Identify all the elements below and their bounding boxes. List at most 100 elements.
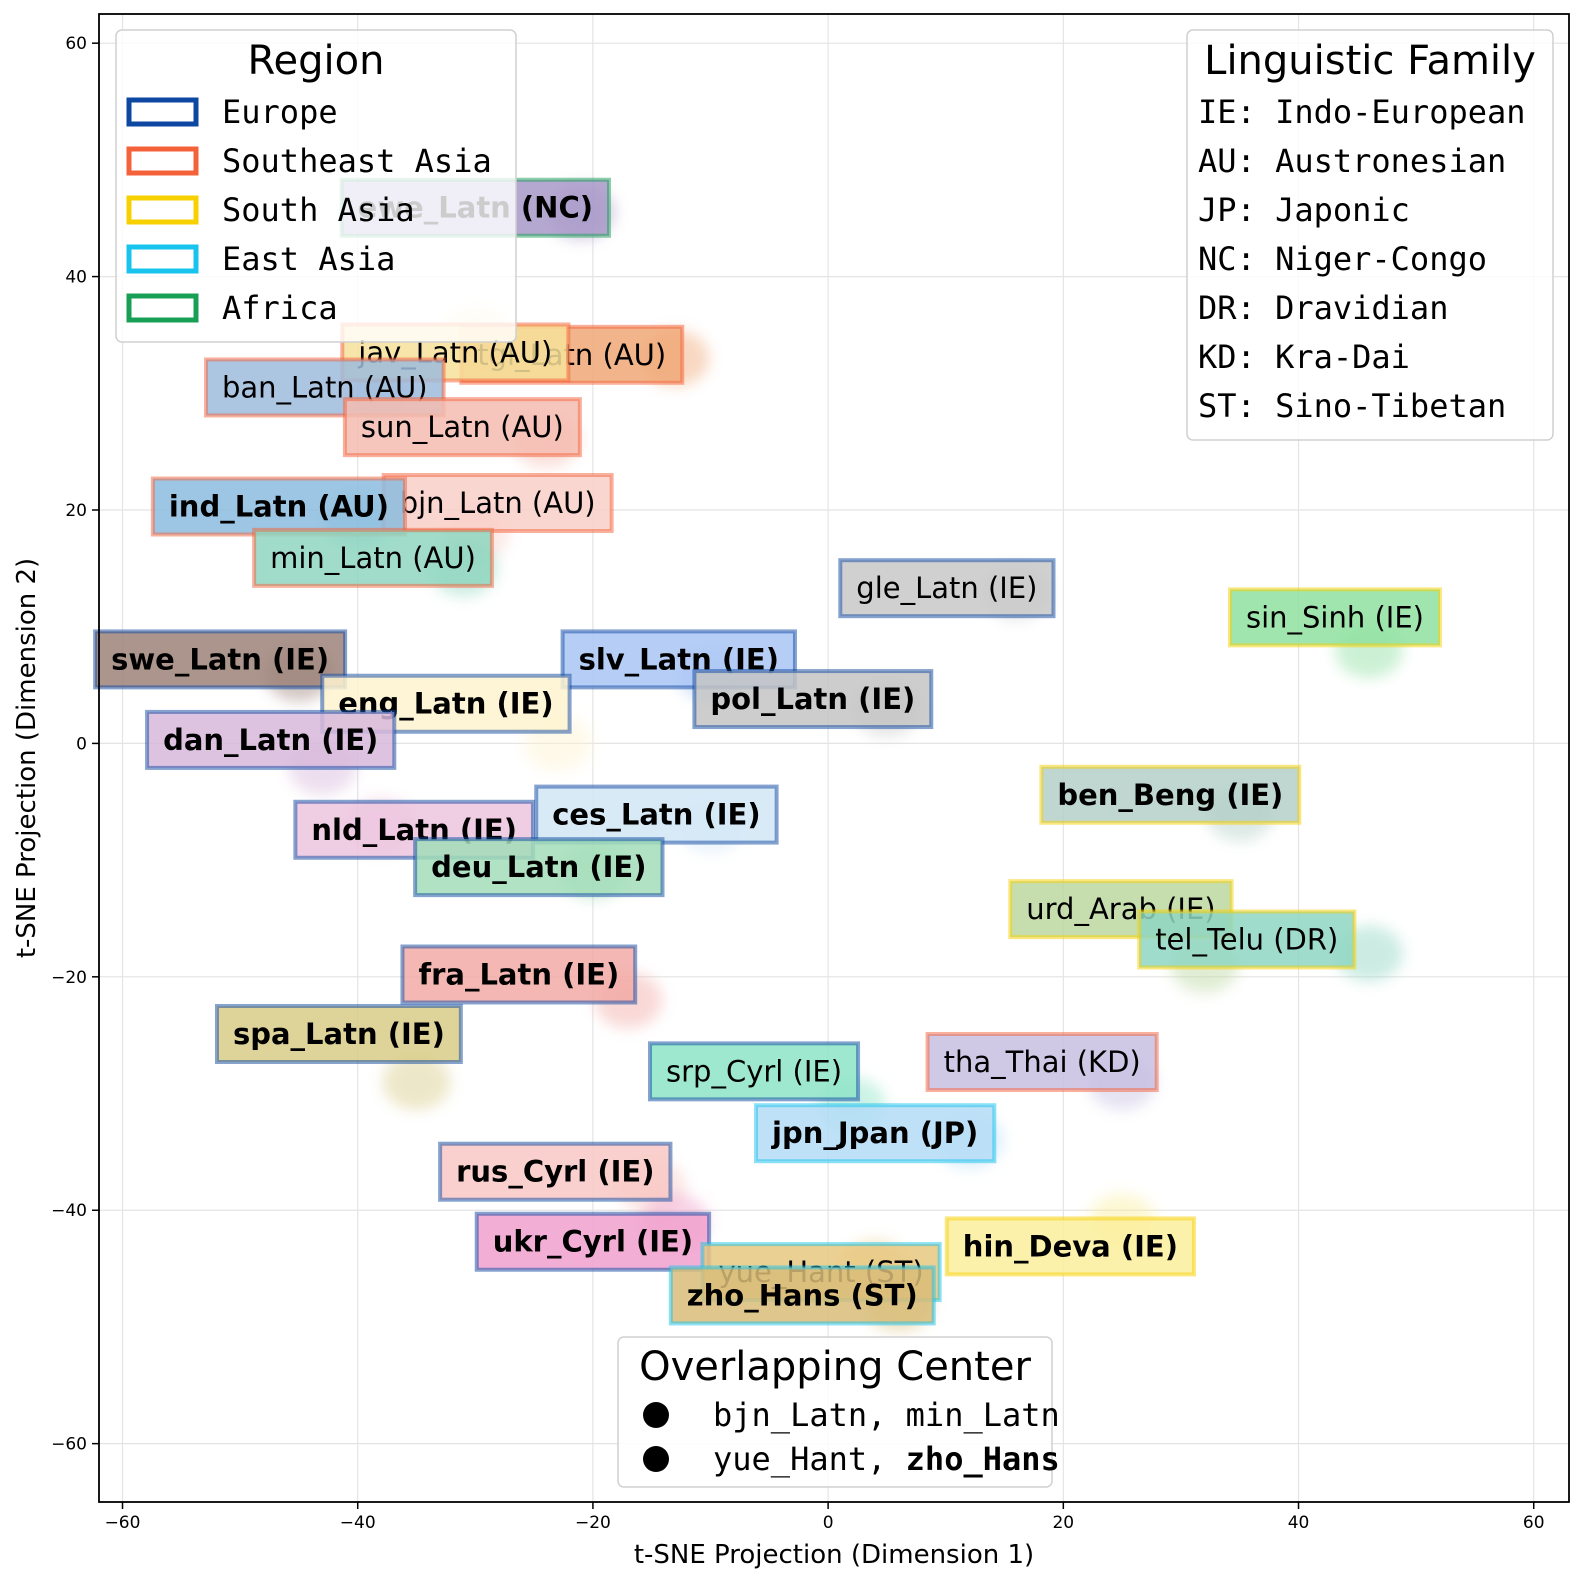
y-tick-label: −40 [51, 1201, 87, 1221]
region-legend-label: Southeast Asia [222, 142, 492, 180]
family-legend-frame [1186, 29, 1554, 441]
region-legend-swatch [126, 97, 199, 127]
language-label-box [381, 472, 614, 533]
language-label: slv_Latn (IE) [560, 629, 797, 690]
family-legend-entry: NC: Niger-Congo [1198, 240, 1487, 278]
language-label-box [252, 527, 494, 588]
language-label-text: ind_Latn (AU) [169, 489, 389, 523]
overlap-second-language: min_Latn [906, 1396, 1060, 1434]
language-label: bjn_Latn (AU) [381, 472, 614, 533]
language-label-text: ben_Beng (IE) [1057, 778, 1283, 812]
language-label-text: hin_Deva (IE) [963, 1229, 1178, 1263]
language-label-box [692, 669, 934, 730]
y-axis-label: t-SNE Projection (Dimension 2) [12, 558, 42, 958]
language-label-box [668, 1265, 936, 1326]
language-label-text: jpn_Jpan (JP) [771, 1116, 978, 1150]
language-label-box [925, 1032, 1159, 1093]
region-legend-swatch [126, 146, 199, 176]
language-label-text: bjn_Latn (AU) [400, 486, 596, 520]
language-label-text: pol_Latn (IE) [710, 682, 915, 716]
overlap-first-language: bjn_Latn, [713, 1396, 906, 1434]
language-label-box [342, 397, 582, 458]
overlap-legend-frame [617, 1336, 1053, 1488]
language-label: ces_Latn (IE) [534, 784, 779, 845]
region-legend-label: Africa [222, 289, 338, 327]
language-label: min_Latn (AU) [252, 527, 494, 588]
language-label-text: sun_Latn (AU) [361, 410, 564, 444]
y-tick-label: −60 [51, 1435, 87, 1455]
language-label-box [838, 558, 1056, 619]
language-label: hin_Deva (IE) [944, 1216, 1196, 1277]
language-label: jpn_Jpan (JP) [754, 1103, 997, 1164]
language-label-text: fra_Latn (IE) [418, 957, 619, 991]
language-label-text: spa_Latn (IE) [233, 1017, 445, 1051]
language-label-text: dan_Latn (IE) [163, 723, 378, 757]
language-label: ukr_Cyrl (IE) [474, 1211, 712, 1272]
region-legend-frame [115, 29, 517, 343]
region-legend-label: East Asia [222, 240, 395, 278]
region-legend-label: South Asia [222, 191, 415, 229]
language-label: ind_Latn (AU) [150, 476, 407, 537]
language-label-text: rus_Cyrl (IE) [456, 1155, 654, 1189]
language-label-text: ukr_Cyrl (IE) [493, 1225, 693, 1259]
y-tick-label: 0 [76, 734, 87, 754]
language-label: sun_Latn (AU) [342, 397, 582, 458]
overlap-legend-entry: yue_Hant, zho_Hans [713, 1440, 1060, 1478]
family-legend-entry: ST: Sino-Tibetan [1198, 387, 1506, 425]
region-legend-title: Region [248, 38, 385, 84]
language-label-text: sin_Sinh (IE) [1246, 600, 1424, 634]
language-label-text: deu_Latn (IE) [431, 850, 646, 884]
language-label-text: swe_Latn (IE) [111, 642, 329, 676]
language-label: swe_Latn (IE) [93, 629, 348, 690]
family-legend-entry: JP: Japonic [1198, 191, 1410, 229]
language-label: zho_Hans (ST) [668, 1265, 936, 1326]
language-label: srp_Cyrl (IE) [648, 1041, 861, 1102]
region-legend-swatch [126, 293, 199, 323]
family-legend-title: Linguistic Family [1204, 38, 1536, 84]
x-tick-label: 0 [823, 1513, 834, 1533]
overlap-legend-title: Overlapping Center [639, 1344, 1031, 1390]
language-label: tel_Telu (DR) [1137, 909, 1357, 970]
x-tick-label: 40 [1288, 1513, 1310, 1533]
family-legend: Linguistic Family IE: Indo-European AU: A… [1186, 29, 1554, 441]
language-label-text: tha_Thai (KD) [944, 1045, 1141, 1079]
language-label-text: zho_Hans (ST) [687, 1278, 918, 1312]
language-label-text: ces_Latn (IE) [552, 798, 760, 832]
overlap-first-language: yue_Hant, [713, 1440, 906, 1478]
language-label-box [400, 944, 638, 1005]
language-label: tha_Thai (KD) [925, 1032, 1159, 1093]
language-label-box [1227, 587, 1442, 648]
axis-ticks: −60 −40 −20 0 20 40 60 −60 −40 −20 0 20 40 60 [51, 34, 1544, 1533]
language-label: sin_Sinh (IE) [1227, 587, 1442, 648]
x-tick-label: 20 [1052, 1513, 1074, 1533]
y-tick-label: 20 [65, 501, 87, 521]
region-legend-swatch [126, 244, 199, 274]
region-legend-label: Europe [222, 93, 338, 131]
language-label-box [1039, 764, 1302, 825]
language-label-box [214, 1004, 463, 1065]
language-label-box [150, 476, 407, 537]
y-tick-label: 60 [65, 34, 87, 54]
language-label: dan_Latn (IE) [145, 709, 397, 770]
language-label-box [413, 837, 665, 898]
overlap-second-language: zho_Hans [906, 1440, 1060, 1478]
language-label-box [145, 709, 397, 770]
x-axis-label: t-SNE Projection (Dimension 1) [634, 1540, 1034, 1570]
overlap-legend: Overlapping Center bjn_Latn, min_Latnyue… [617, 1336, 1060, 1488]
x-tick-label: −40 [340, 1513, 376, 1533]
language-label-box [438, 1141, 673, 1202]
language-label: rus_Cyrl (IE) [438, 1141, 673, 1202]
region-legend: Region Europe Southeast Asia South Asia Eas… [115, 29, 517, 343]
language-label-text: gle_Latn (IE) [856, 571, 1037, 605]
y-tick-label: 40 [65, 268, 87, 288]
language-label-box [93, 629, 348, 690]
family-legend-entry: DR: Dravidian [1198, 289, 1448, 327]
language-label: fra_Latn (IE) [400, 944, 638, 1005]
y-tick-label: −20 [51, 968, 87, 988]
language-label: gle_Latn (IE) [838, 558, 1056, 619]
overlap-legend-entry: bjn_Latn, min_Latn [713, 1396, 1060, 1434]
language-label: spa_Latn (IE) [214, 1004, 463, 1065]
language-label-box [648, 1041, 861, 1102]
language-label: pol_Latn (IE) [692, 669, 934, 730]
